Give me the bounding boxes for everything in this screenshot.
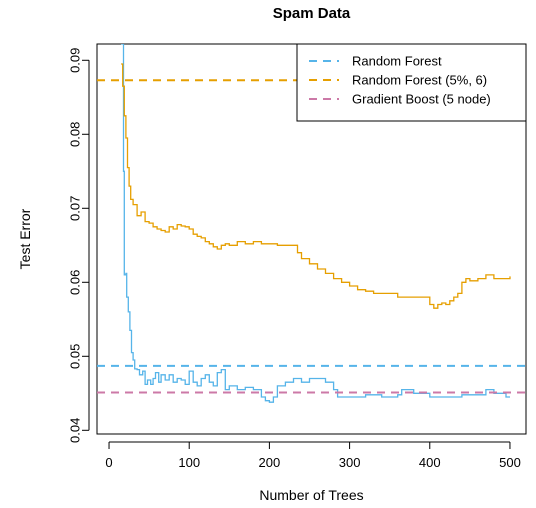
legend: Random Forest Random Forest (5%, 6) Gradie… [296, 43, 527, 122]
series-line-random-forest-5-6 [121, 63, 511, 309]
y-tick-label: 0.05 [68, 344, 83, 369]
chart-title: Spam Data [273, 5, 351, 22]
x-tick-label: 100 [178, 455, 200, 470]
series-line-random-forest [121, 44, 510, 403]
y-tick-label: 0.08 [68, 122, 83, 147]
x-axis-label: Number of Trees [259, 487, 363, 503]
x-tick-label: 200 [259, 455, 281, 470]
text-layer: 0 100 200 300 400 500 0.04 0.05 0.06 0.07 0.08 0.09… [17, 5, 521, 503]
axes [82, 59, 511, 449]
legend-label-random-forest-5-6: Random Forest (5%, 6) [352, 73, 487, 88]
x-tick-label: 400 [419, 455, 441, 470]
x-tick-label: 500 [499, 455, 521, 470]
x-tick-label: 0 [105, 455, 112, 470]
x-tick-label: 300 [339, 455, 361, 470]
legend-label-gradient-boost-5-node: Gradient Boost (5 node) [352, 92, 491, 107]
y-axis-label: Test Error [17, 208, 33, 269]
legend-label-random-forest: Random Forest [352, 54, 442, 69]
legend-box [296, 43, 527, 122]
y-tick-label: 0.06 [68, 270, 83, 295]
y-tick-label: 0.07 [68, 196, 83, 221]
y-tick-label: 0.09 [68, 48, 83, 73]
y-tick-label: 0.04 [68, 418, 83, 443]
